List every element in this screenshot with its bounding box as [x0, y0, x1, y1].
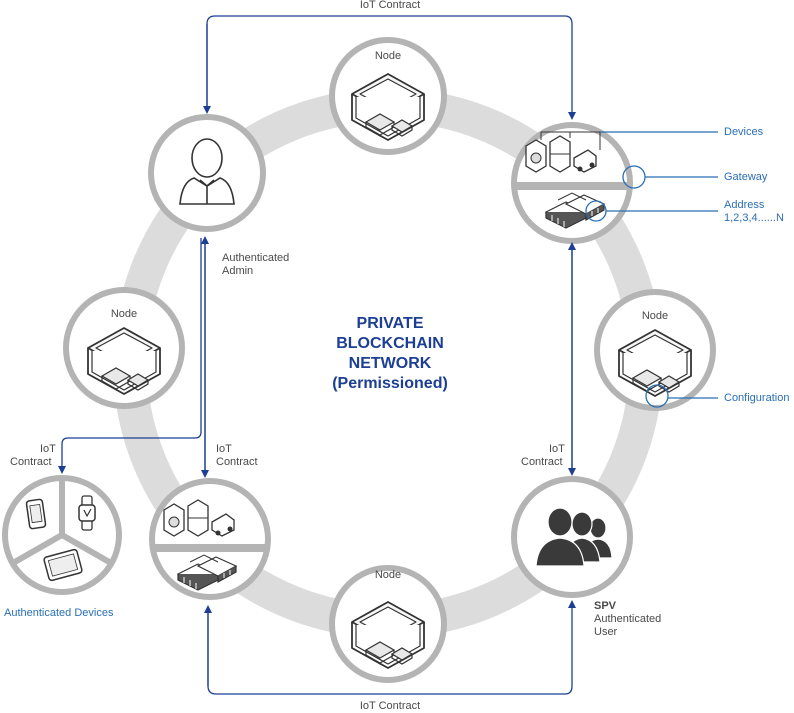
address-label: Address 1,2,3,4......N — [724, 199, 784, 225]
user-icon — [179, 138, 235, 205]
tablet-icon — [43, 548, 83, 582]
iot-contract-top-arrow — [203, 15, 576, 120]
node-bottom-label: Node — [374, 569, 402, 581]
contract-line: IoT — [549, 443, 565, 455]
authenticated-devices-label: Authenticated Devices — [4, 607, 114, 619]
title-line: NETWORK — [348, 355, 432, 372]
admin-to-devices-arrow — [58, 236, 209, 478]
node-left — [63, 287, 185, 409]
node-right — [594, 289, 716, 411]
iot-contract-bottom-label: IoT Contract — [359, 700, 421, 712]
watch-icon — [78, 495, 96, 531]
address-line: Address — [724, 199, 765, 211]
node-right-label: Node — [641, 310, 669, 322]
page-title: PRIVATE BLOCKCHAIN NETWORK (Permissioned… — [300, 314, 480, 394]
middle-device-circle — [149, 478, 271, 600]
admin-circle — [148, 114, 266, 232]
node-top — [329, 37, 447, 155]
contract-line: Contract — [216, 456, 258, 468]
spv-line: User — [594, 626, 618, 638]
node-left-label: Node — [110, 308, 138, 320]
admin-line: Authenticated — [222, 252, 290, 264]
node-top-label: Node — [374, 50, 402, 62]
contract-line: IoT — [40, 443, 56, 455]
title-line: PRIVATE — [356, 315, 424, 332]
gateway-circle — [511, 122, 633, 244]
authenticated-devices-circle — [2, 475, 122, 595]
spv-label: SPV Authenticated User — [594, 600, 661, 639]
contract-line: Contract — [10, 456, 52, 468]
node-bottom — [329, 565, 447, 683]
iot-contract-top-label: IoT Contract — [359, 0, 421, 11]
title-line: BLOCKCHAIN — [336, 335, 444, 352]
devices-label: Devices — [724, 126, 764, 138]
spv-title: SPV — [594, 600, 617, 612]
admin-line: Admin — [222, 265, 254, 277]
contract-line: IoT — [216, 443, 232, 455]
phone-icon — [25, 498, 47, 530]
contract-line: Contract — [521, 456, 563, 468]
iot-contract-bottom-arrow — [204, 600, 576, 695]
callout-lines — [585, 131, 718, 408]
configuration-label: Configuration — [724, 392, 790, 404]
iot-contract-middle-label: IoT Contract — [216, 443, 258, 469]
authenticated-admin-label: Authenticated Admin — [222, 252, 289, 278]
user-group-icon — [535, 507, 613, 567]
iot-contract-right-label: IoT Contract — [521, 443, 565, 469]
spv-circle — [511, 476, 633, 598]
gateway-label: Gateway — [724, 171, 768, 183]
iot-contract-left-label: IoT Contract — [10, 443, 56, 469]
spv-line: Authenticated — [594, 613, 662, 625]
address-line: 1,2,3,4......N — [724, 212, 784, 224]
title-line: (Permissioned) — [332, 375, 448, 392]
